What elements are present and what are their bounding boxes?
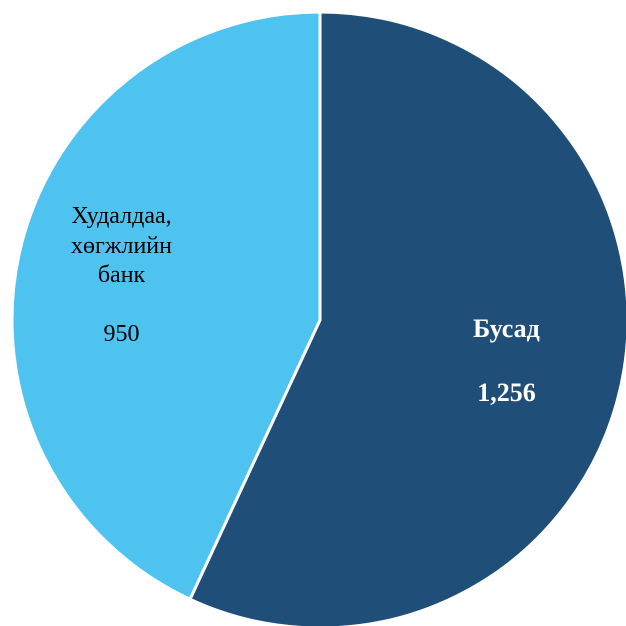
slice-label-busad: Бусад 1,256	[421, 281, 591, 441]
slice-label-khudaldaa-name: Худалдаа, хөгжлийн банк	[71, 203, 172, 289]
slice-busad	[188, 10, 626, 626]
slice-label-khudaldaa-value: 950	[103, 321, 140, 348]
slice-label-khudaldaa-hugjliin-bank: Худалдаа, хөгжлийн банк 950	[27, 173, 217, 380]
slice-label-busad-name: Бусад	[473, 314, 540, 344]
slice-label-busad-value: 1,256	[477, 378, 536, 408]
slice-khudaldaa-hugjliin-bank	[10, 10, 322, 601]
